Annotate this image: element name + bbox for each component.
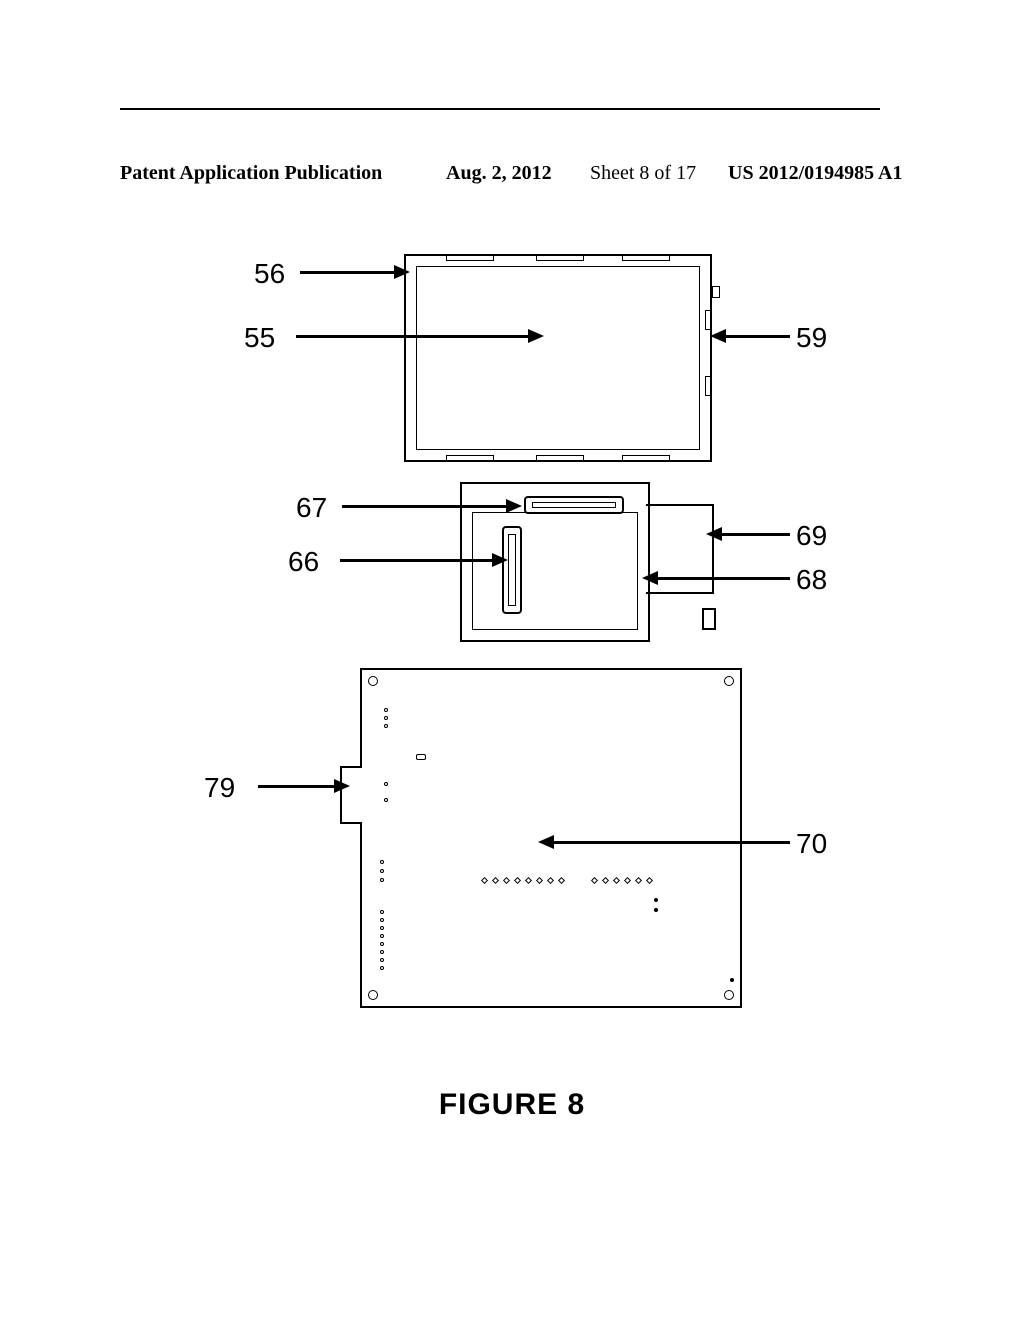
via-group xyxy=(384,708,388,728)
slot-inner xyxy=(532,502,616,508)
housing-notch-59 xyxy=(712,286,720,298)
via-pair xyxy=(654,898,658,912)
lead-line-67 xyxy=(342,505,508,508)
lead-line-56 xyxy=(300,271,396,274)
clip-bottom xyxy=(622,455,670,461)
arrow-head-icon xyxy=(642,571,658,585)
via xyxy=(384,782,388,786)
lead-line-69 xyxy=(720,533,790,536)
pcb-pad xyxy=(416,754,426,760)
bracket-slot-67 xyxy=(524,496,624,514)
figure-caption: FIGURE 8 xyxy=(0,1088,1024,1122)
clip-top xyxy=(446,255,494,261)
clip-bottom xyxy=(446,455,494,461)
clip-right xyxy=(705,376,711,396)
ref-label-55: 55 xyxy=(244,322,275,354)
connector-row xyxy=(482,878,564,883)
via xyxy=(730,978,734,982)
slot-inner xyxy=(508,534,516,606)
arrow-head-icon xyxy=(506,499,522,513)
arrow-head-icon xyxy=(394,265,410,279)
clip-top xyxy=(622,255,670,261)
ref-label-56: 56 xyxy=(254,258,285,290)
ref-label-69: 69 xyxy=(796,520,827,552)
lead-line-59 xyxy=(724,335,790,338)
arrow-head-icon xyxy=(710,329,726,343)
arrow-head-icon xyxy=(538,835,554,849)
clip-top xyxy=(536,255,584,261)
arrow-head-icon xyxy=(334,779,350,793)
via-column xyxy=(380,860,384,882)
arrow-head-icon xyxy=(706,527,722,541)
clip-bottom xyxy=(536,455,584,461)
ref-label-70: 70 xyxy=(796,828,827,860)
ref-label-68: 68 xyxy=(796,564,827,596)
pcb-port-79 xyxy=(340,766,362,824)
ref-label-67: 67 xyxy=(296,492,327,524)
via-column xyxy=(380,910,384,970)
clip-right xyxy=(705,310,711,330)
connector-row xyxy=(592,878,652,883)
lead-line-66 xyxy=(340,559,494,562)
bracket-plate-inner xyxy=(472,512,638,630)
arrow-head-icon xyxy=(528,329,544,343)
via xyxy=(384,798,388,802)
mounting-hole xyxy=(368,676,378,686)
ref-label-59: 59 xyxy=(796,322,827,354)
lead-line-55 xyxy=(296,335,530,338)
patent-page: Patent Application Publication Aug. 2, 2… xyxy=(0,0,1024,1320)
ref-label-79: 79 xyxy=(204,772,235,804)
lead-line-70 xyxy=(552,841,790,844)
housing-inner-wall xyxy=(416,266,700,450)
lead-line-79 xyxy=(258,785,336,788)
ref-label-66: 66 xyxy=(288,546,319,578)
component-housing-55 xyxy=(404,254,712,462)
mounting-hole xyxy=(368,990,378,1000)
bracket-tab-68 xyxy=(702,608,716,630)
bracket-slot-vertical xyxy=(502,526,522,614)
mounting-hole xyxy=(724,990,734,1000)
lead-line-68 xyxy=(656,577,790,580)
component-bracket-66 xyxy=(404,482,714,662)
arrow-head-icon xyxy=(492,553,508,567)
mounting-hole xyxy=(724,676,734,686)
figure-8: 56 55 59 67 66 69 68 79 70 FIGURE 8 xyxy=(0,0,1024,1320)
